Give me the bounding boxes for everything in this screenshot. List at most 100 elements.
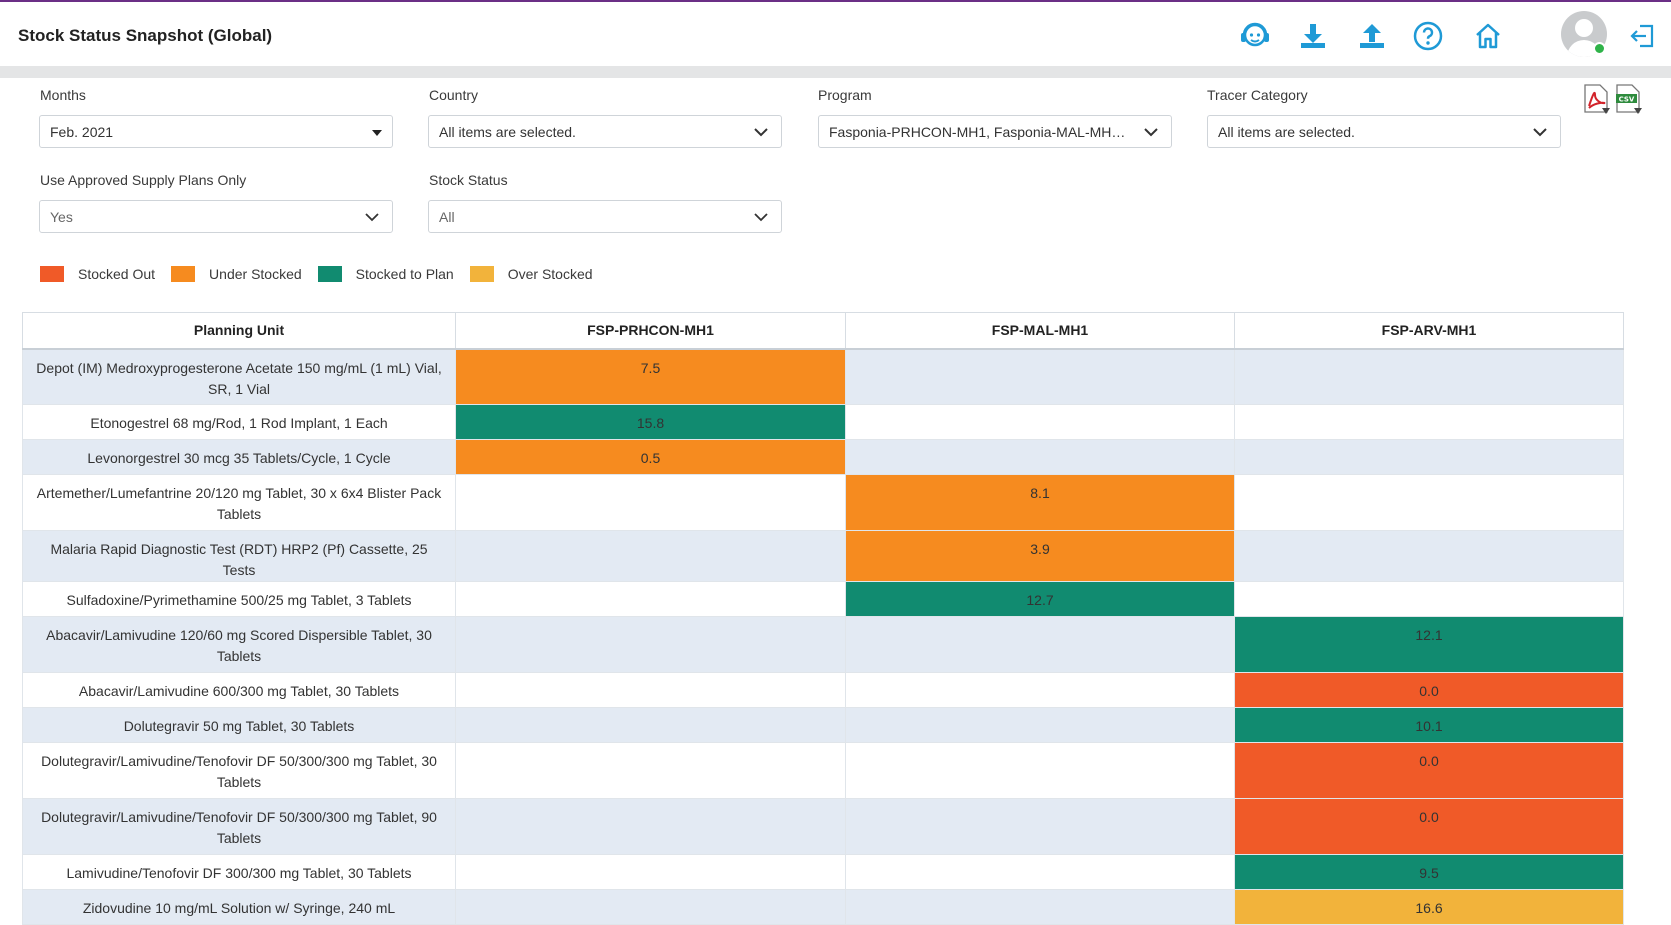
planning-unit-cell: Dolutegravir/Lamivudine/Tenofovir DF 50/… bbox=[22, 798, 456, 855]
stock-value-cell[interactable]: 0.0 bbox=[1234, 742, 1624, 799]
empty-cell bbox=[1234, 404, 1624, 440]
months-picker[interactable]: Feb. 2021 bbox=[39, 115, 393, 148]
chevron-down-icon bbox=[365, 213, 379, 222]
page-title: Stock Status Snapshot (Global) bbox=[18, 26, 273, 45]
planning-unit-cell: Dolutegravir/Lamivudine/Tenofovir DF 50/… bbox=[22, 742, 456, 799]
stock-status-label: Stock Status bbox=[429, 172, 508, 188]
months-label: Months bbox=[40, 87, 86, 103]
stock-value-cell[interactable]: 0.0 bbox=[1234, 798, 1624, 855]
table-body: Depot (IM) Medroxyprogesterone Acetate 1… bbox=[22, 348, 1624, 925]
column-header-program[interactable]: FSP-ARV-MH1 bbox=[1234, 312, 1624, 350]
legend-label: Over Stocked bbox=[507, 266, 593, 282]
logout-icon[interactable] bbox=[1622, 16, 1662, 56]
table-row: Dolutegravir/Lamivudine/Tenofovir DF 50/… bbox=[22, 742, 1624, 799]
stock-value-cell[interactable]: 10.1 bbox=[1234, 707, 1624, 743]
legend-label: Under Stocked bbox=[209, 266, 302, 282]
stock-value-cell[interactable]: 0.0 bbox=[1234, 672, 1624, 708]
planning-unit-cell: Levonorgestrel 30 mcg 35 Tablets/Cycle, … bbox=[22, 439, 456, 475]
empty-cell bbox=[455, 474, 846, 531]
legend-swatch-over-stocked bbox=[469, 266, 494, 282]
planning-unit-cell: Depot (IM) Medroxyprogesterone Acetate 1… bbox=[22, 348, 456, 405]
stock-value-cell[interactable]: 7.5 bbox=[455, 348, 846, 405]
empty-cell bbox=[845, 707, 1235, 743]
stock-value-cell[interactable]: 9.5 bbox=[1234, 854, 1624, 890]
column-header-program[interactable]: FSP-PRHCON-MH1 bbox=[455, 312, 846, 350]
stock-value-cell[interactable]: 16.6 bbox=[1234, 889, 1624, 925]
planning-unit-cell: Zidovudine 10 mg/mL Solution w/ Syringe,… bbox=[22, 889, 456, 925]
empty-cell bbox=[455, 581, 846, 617]
table-row: Abacavir/Lamivudine 120/60 mg Scored Dis… bbox=[22, 616, 1624, 673]
empty-cell bbox=[455, 742, 846, 799]
empty-cell bbox=[455, 616, 846, 673]
chevron-down-icon bbox=[1144, 128, 1158, 137]
stock-status-legend: Stocked Out Under Stocked Stocked to Pla… bbox=[40, 264, 609, 284]
program-select[interactable]: Fasponia-PRHCON-MH1, Fasponia-MAL-MH… bbox=[818, 115, 1172, 148]
pdf-export-icon[interactable] bbox=[1583, 84, 1611, 116]
caret-down-icon bbox=[372, 130, 382, 136]
stock-value-cell[interactable]: 15.8 bbox=[455, 404, 846, 440]
country-select[interactable]: All items are selected. bbox=[428, 115, 782, 148]
empty-cell bbox=[845, 439, 1235, 475]
help-icon[interactable] bbox=[1408, 16, 1448, 56]
upload-icon[interactable] bbox=[1352, 16, 1392, 56]
planning-unit-cell: Lamivudine/Tenofovir DF 300/300 mg Table… bbox=[22, 854, 456, 890]
legend-label: Stocked to Plan bbox=[355, 266, 454, 282]
empty-cell bbox=[455, 889, 846, 925]
column-header-planning-unit[interactable]: Planning Unit bbox=[22, 312, 456, 350]
empty-cell bbox=[845, 889, 1235, 925]
empty-cell bbox=[455, 854, 846, 890]
download-icon[interactable] bbox=[1293, 16, 1333, 56]
stock-value-cell[interactable]: 12.1 bbox=[1234, 616, 1624, 673]
header-divider bbox=[0, 66, 1671, 78]
table-row: Dolutegravir/Lamivudine/Tenofovir DF 50/… bbox=[22, 798, 1624, 855]
stock-status-select[interactable]: All bbox=[428, 200, 782, 233]
tracer-category-select[interactable]: All items are selected. bbox=[1207, 115, 1561, 148]
online-status-indicator bbox=[1593, 42, 1606, 55]
legend-swatch-under-stocked bbox=[171, 266, 196, 282]
stock-value-cell[interactable]: 0.5 bbox=[455, 439, 846, 475]
table-row: Depot (IM) Medroxyprogesterone Acetate 1… bbox=[22, 348, 1624, 405]
empty-cell bbox=[845, 672, 1235, 708]
tracer-category-label: Tracer Category bbox=[1207, 87, 1308, 103]
country-label: Country bbox=[429, 87, 479, 103]
empty-cell bbox=[845, 404, 1235, 440]
legend-swatch-stocked-to-plan bbox=[317, 266, 342, 282]
table-row: Sulfadoxine/Pyrimethamine 500/25 mg Tabl… bbox=[22, 581, 1624, 617]
program-label: Program bbox=[818, 87, 872, 103]
table-row: Zidovudine 10 mg/mL Solution w/ Syringe,… bbox=[22, 889, 1624, 925]
svg-text:CSV: CSV bbox=[1619, 96, 1635, 104]
legend-swatch-stocked-out bbox=[40, 266, 64, 282]
approved-only-label: Use Approved Supply Plans Only bbox=[40, 172, 247, 188]
empty-cell bbox=[455, 530, 846, 582]
planning-unit-cell: Abacavir/Lamivudine 120/60 mg Scored Dis… bbox=[22, 616, 456, 673]
table-row: Abacavir/Lamivudine 600/300 mg Tablet, 3… bbox=[22, 672, 1624, 708]
planning-unit-cell: Dolutegravir 50 mg Tablet, 30 Tablets bbox=[22, 707, 456, 743]
planning-unit-cell: Sulfadoxine/Pyrimethamine 500/25 mg Tabl… bbox=[22, 581, 456, 617]
empty-cell bbox=[845, 348, 1235, 405]
empty-cell bbox=[845, 742, 1235, 799]
table-row: Malaria Rapid Diagnostic Test (RDT) HRP2… bbox=[22, 530, 1624, 582]
home-icon[interactable] bbox=[1468, 16, 1508, 56]
legend-label: Stocked Out bbox=[78, 266, 156, 282]
column-header-program[interactable]: FSP-MAL-MH1 bbox=[845, 312, 1235, 350]
stock-status-table: Planning Unit FSP-PRHCON-MH1 FSP-MAL-MH1… bbox=[22, 312, 1624, 925]
chevron-down-icon bbox=[754, 128, 768, 137]
planning-unit-cell: Malaria Rapid Diagnostic Test (RDT) HRP2… bbox=[22, 530, 456, 582]
empty-cell bbox=[845, 616, 1235, 673]
empty-cell bbox=[455, 672, 846, 708]
chevron-down-icon bbox=[1533, 128, 1547, 137]
table-row: Dolutegravir 50 mg Tablet, 30 Tablets 10.… bbox=[22, 707, 1624, 743]
table-row: Levonorgestrel 30 mcg 35 Tablets/Cycle, … bbox=[22, 439, 1624, 475]
stock-value-cell[interactable]: 12.7 bbox=[845, 581, 1235, 617]
approved-only-select[interactable]: Yes bbox=[39, 200, 393, 233]
chevron-down-icon bbox=[754, 213, 768, 222]
csv-export-icon[interactable]: CSV bbox=[1615, 84, 1643, 116]
support-icon[interactable] bbox=[1235, 16, 1275, 56]
stock-value-cell[interactable]: 8.1 bbox=[845, 474, 1235, 531]
table-row: Artemether/Lumefantrine 20/120 mg Tablet… bbox=[22, 474, 1624, 531]
empty-cell bbox=[1234, 439, 1624, 475]
table-row: Etonogestrel 68 mg/Rod, 1 Rod Implant, 1… bbox=[22, 404, 1624, 440]
stock-value-cell[interactable]: 3.9 bbox=[845, 530, 1235, 582]
planning-unit-cell: Artemether/Lumefantrine 20/120 mg Tablet… bbox=[22, 474, 456, 531]
planning-unit-cell: Etonogestrel 68 mg/Rod, 1 Rod Implant, 1… bbox=[22, 404, 456, 440]
